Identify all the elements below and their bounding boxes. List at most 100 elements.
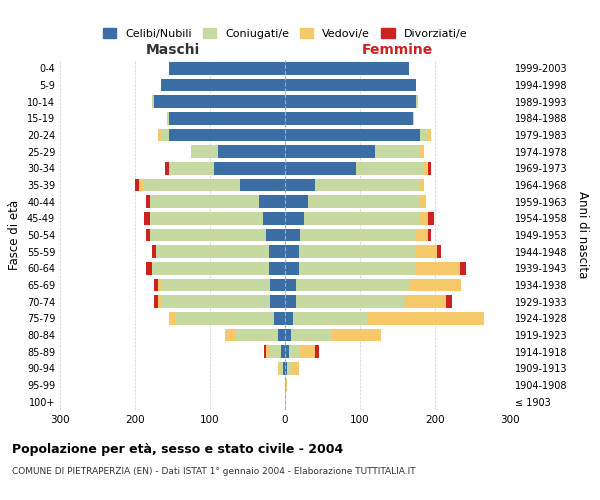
- Bar: [157, 296, 161, 308]
- Bar: [296, 296, 405, 308]
- Bar: [285, 346, 289, 358]
- Bar: [269, 262, 285, 274]
- Bar: [287, 362, 291, 374]
- Bar: [146, 229, 150, 241]
- Bar: [169, 162, 214, 174]
- Bar: [161, 79, 285, 92]
- Bar: [285, 362, 287, 374]
- Bar: [285, 329, 291, 341]
- Bar: [420, 196, 426, 208]
- Bar: [285, 129, 420, 141]
- Bar: [420, 179, 424, 192]
- Bar: [144, 212, 150, 224]
- Bar: [167, 112, 169, 124]
- Bar: [285, 279, 296, 291]
- Bar: [169, 62, 285, 74]
- Bar: [154, 96, 285, 108]
- Bar: [169, 129, 285, 141]
- Bar: [214, 162, 285, 174]
- Bar: [146, 196, 150, 208]
- Bar: [299, 262, 415, 274]
- Bar: [285, 312, 293, 324]
- Legend: Celibi/Nubili, Coniugati/e, Vedovi/e, Divorziati/e: Celibi/Nubili, Coniugati/e, Vedovi/e, Di…: [98, 24, 472, 43]
- Bar: [277, 329, 285, 341]
- Bar: [437, 246, 441, 258]
- Bar: [300, 229, 416, 241]
- Bar: [156, 246, 269, 258]
- Bar: [416, 96, 418, 108]
- Bar: [427, 229, 431, 241]
- Bar: [150, 229, 266, 241]
- Bar: [415, 246, 437, 258]
- Bar: [157, 279, 161, 291]
- Bar: [285, 229, 300, 241]
- Bar: [293, 312, 367, 324]
- Bar: [161, 129, 169, 141]
- Text: Femmine: Femmine: [362, 42, 433, 56]
- Bar: [161, 279, 270, 291]
- Bar: [266, 229, 285, 241]
- Bar: [269, 246, 285, 258]
- Text: COMUNE DI PIETRAPERZIA (EN) - Dati ISTAT 1° gennaio 2004 - Elaborazione TUTTITAL: COMUNE DI PIETRAPERZIA (EN) - Dati ISTAT…: [12, 468, 416, 476]
- Bar: [225, 329, 236, 341]
- Bar: [427, 129, 431, 141]
- Bar: [152, 262, 269, 274]
- Bar: [165, 162, 169, 174]
- Bar: [218, 146, 285, 158]
- Bar: [420, 146, 424, 158]
- Bar: [413, 112, 414, 124]
- Bar: [264, 346, 266, 358]
- Bar: [277, 362, 279, 374]
- Y-axis label: Fasce di età: Fasce di età: [8, 200, 21, 270]
- Bar: [415, 262, 460, 274]
- Bar: [270, 346, 281, 358]
- Bar: [236, 329, 277, 341]
- Bar: [154, 279, 157, 291]
- Text: Maschi: Maschi: [145, 42, 200, 56]
- Bar: [157, 129, 161, 141]
- Bar: [169, 312, 176, 324]
- Bar: [285, 379, 287, 391]
- Bar: [161, 296, 270, 308]
- Bar: [135, 179, 139, 192]
- Bar: [285, 162, 356, 174]
- Bar: [274, 312, 285, 324]
- Bar: [169, 112, 285, 124]
- Bar: [296, 279, 409, 291]
- Bar: [283, 362, 285, 374]
- Bar: [289, 346, 300, 358]
- Bar: [285, 62, 409, 74]
- Bar: [285, 146, 375, 158]
- Bar: [300, 346, 315, 358]
- Bar: [420, 129, 427, 141]
- Bar: [266, 346, 270, 358]
- Bar: [416, 229, 427, 241]
- Bar: [332, 329, 381, 341]
- Bar: [424, 162, 427, 174]
- Bar: [427, 212, 433, 224]
- Bar: [285, 79, 416, 92]
- Bar: [139, 179, 143, 192]
- Bar: [420, 212, 427, 224]
- Bar: [152, 96, 154, 108]
- Bar: [150, 196, 259, 208]
- Bar: [356, 162, 424, 174]
- Bar: [270, 279, 285, 291]
- Bar: [375, 146, 420, 158]
- Bar: [304, 212, 420, 224]
- Bar: [150, 212, 263, 224]
- Bar: [240, 179, 285, 192]
- Bar: [299, 246, 415, 258]
- Bar: [315, 179, 420, 192]
- Bar: [279, 362, 283, 374]
- Text: Popolazione per età, sesso e stato civile - 2004: Popolazione per età, sesso e stato civil…: [12, 442, 343, 456]
- Bar: [367, 312, 484, 324]
- Bar: [270, 296, 285, 308]
- Bar: [285, 296, 296, 308]
- Bar: [405, 296, 446, 308]
- Bar: [285, 112, 413, 124]
- Bar: [285, 196, 308, 208]
- Bar: [285, 262, 299, 274]
- Bar: [154, 296, 157, 308]
- Bar: [176, 312, 274, 324]
